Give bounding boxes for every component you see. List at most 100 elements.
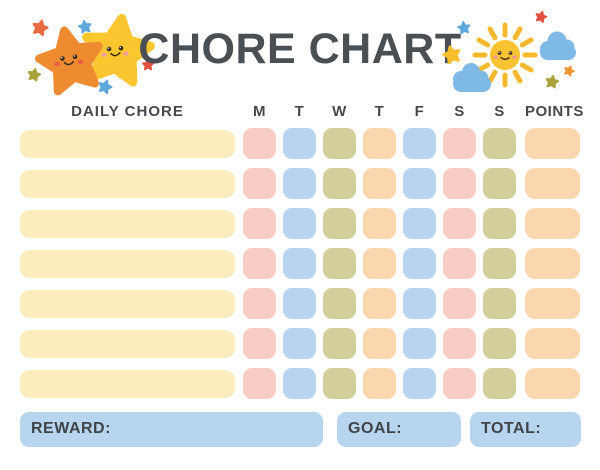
daily-chore-header: DAILY CHORE	[71, 102, 184, 120]
day-cell[interactable]	[242, 328, 276, 359]
day-cell[interactable]	[402, 368, 436, 399]
day-cell[interactable]	[482, 168, 516, 199]
day-cell[interactable]	[282, 328, 316, 359]
day-cell[interactable]	[242, 368, 276, 399]
footer: REWARD: GOAL: TOTAL:	[20, 412, 581, 447]
day-header: F	[414, 102, 424, 120]
day-cell[interactable]	[242, 168, 276, 199]
day-cell[interactable]	[322, 288, 356, 319]
day-cell[interactable]	[362, 328, 396, 359]
day-cell[interactable]	[322, 368, 356, 399]
day-cell[interactable]	[362, 128, 396, 159]
total-label: TOTAL:	[481, 420, 542, 438]
day-cell[interactable]	[322, 208, 356, 239]
chore-name-field[interactable]	[20, 209, 235, 238]
reward-field[interactable]: REWARD:	[20, 412, 323, 447]
sun-clouds-illustration	[440, 9, 576, 92]
day-cell[interactable]	[362, 208, 396, 239]
day-cell[interactable]	[442, 128, 476, 159]
sparkle-star-icon	[96, 77, 114, 96]
day-cell[interactable]	[242, 208, 276, 239]
chore-row	[20, 248, 580, 279]
points-header: POINTS	[525, 102, 584, 120]
day-cell[interactable]	[402, 328, 436, 359]
day-cell[interactable]	[282, 168, 316, 199]
day-cell[interactable]	[282, 288, 316, 319]
day-header: M	[253, 102, 266, 120]
sparkle-star-icon	[562, 63, 576, 78]
day-cell[interactable]	[442, 368, 476, 399]
sparkle-star-icon	[533, 9, 549, 24]
day-cell[interactable]	[482, 208, 516, 239]
day-header: T	[374, 102, 384, 120]
day-cell[interactable]	[402, 288, 436, 319]
sparkle-star-icon	[440, 43, 463, 66]
day-cell[interactable]	[282, 368, 316, 399]
stars-illustration	[26, 8, 160, 103]
chore-name-field[interactable]	[20, 289, 235, 318]
cloud-icon	[540, 31, 576, 60]
points-cell[interactable]	[525, 328, 580, 359]
day-cell[interactable]	[282, 208, 316, 239]
points-cell[interactable]	[525, 368, 580, 399]
day-cell[interactable]	[242, 248, 276, 279]
day-cell[interactable]	[362, 288, 396, 319]
day-cell[interactable]	[442, 288, 476, 319]
points-cell[interactable]	[525, 288, 580, 319]
chore-row	[20, 168, 580, 199]
day-cell[interactable]	[282, 128, 316, 159]
day-cell[interactable]	[402, 128, 436, 159]
chore-row	[20, 368, 580, 399]
day-cell[interactable]	[322, 248, 356, 279]
day-cell[interactable]	[362, 168, 396, 199]
reward-label: REWARD:	[31, 420, 111, 438]
chore-rows	[20, 128, 580, 408]
points-cell[interactable]	[525, 128, 580, 159]
day-cell[interactable]	[362, 248, 396, 279]
chore-row	[20, 288, 580, 319]
day-cell[interactable]	[482, 288, 516, 319]
chore-row	[20, 128, 580, 159]
chore-row	[20, 328, 580, 359]
cloud-icon	[453, 63, 491, 92]
sparkle-star-icon	[456, 20, 472, 35]
points-cell[interactable]	[525, 248, 580, 279]
table-header: DAILY CHORE M T W T F S S POINTS	[20, 99, 584, 123]
orange-star-icon	[35, 24, 107, 93]
day-cell[interactable]	[442, 328, 476, 359]
day-header: W	[332, 102, 347, 120]
goal-field[interactable]: GOAL:	[337, 412, 461, 447]
points-cell[interactable]	[525, 168, 580, 199]
sun-icon	[472, 22, 538, 88]
chore-name-field[interactable]	[20, 169, 235, 198]
chore-name-field[interactable]	[20, 369, 235, 398]
yellow-star-icon	[81, 14, 154, 84]
chore-name-field[interactable]	[20, 129, 235, 158]
goal-label: GOAL:	[348, 420, 403, 438]
day-cell[interactable]	[442, 248, 476, 279]
day-cell[interactable]	[402, 248, 436, 279]
day-cell[interactable]	[402, 208, 436, 239]
day-cell[interactable]	[322, 128, 356, 159]
points-cell[interactable]	[525, 208, 580, 239]
day-cell[interactable]	[322, 168, 356, 199]
day-cell[interactable]	[442, 208, 476, 239]
day-header: S	[454, 102, 465, 120]
day-cell[interactable]	[242, 128, 276, 159]
chore-name-field[interactable]	[20, 329, 235, 358]
day-cell[interactable]	[402, 168, 436, 199]
day-cell[interactable]	[482, 368, 516, 399]
day-cell[interactable]	[482, 128, 516, 159]
day-cell[interactable]	[482, 248, 516, 279]
day-cell[interactable]	[482, 328, 516, 359]
day-cell[interactable]	[282, 248, 316, 279]
day-cell[interactable]	[322, 328, 356, 359]
total-field[interactable]: TOTAL:	[470, 412, 581, 447]
day-cell[interactable]	[442, 168, 476, 199]
day-cell[interactable]	[362, 368, 396, 399]
page-title: CHORE CHART	[138, 25, 462, 73]
chore-name-field[interactable]	[20, 249, 235, 278]
day-cell[interactable]	[242, 288, 276, 319]
